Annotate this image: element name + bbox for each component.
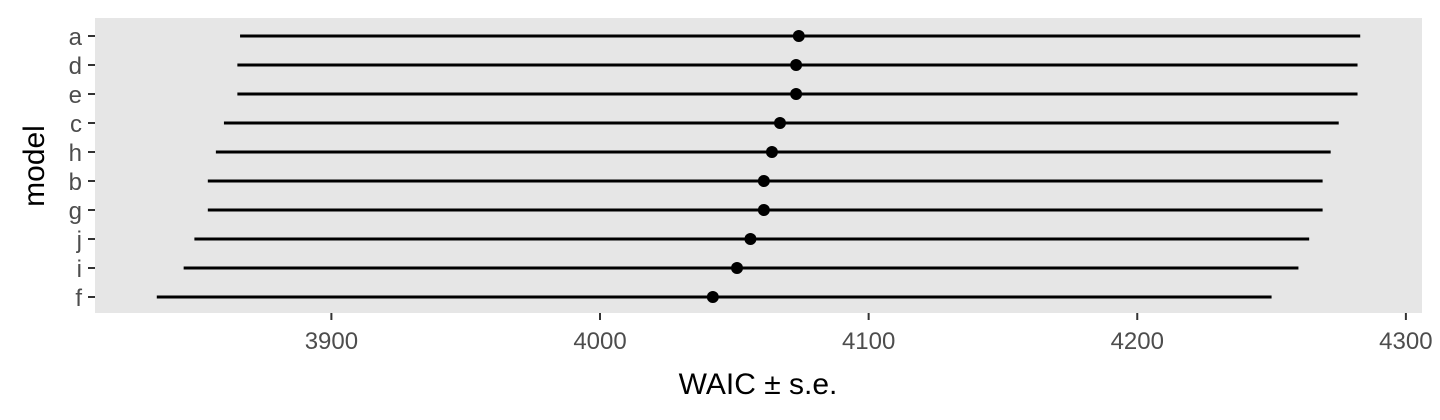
x-tick-label: 4300 [1379,328,1432,355]
y-tick-label: i [77,256,82,283]
x-tick-label: 4100 [842,328,895,355]
y-tick-label: a [69,24,83,51]
x-tick-label: 3900 [305,328,358,355]
waic-point-b [757,175,770,187]
waic-point-a [792,30,805,42]
x-axis: 3900 4000 4100 4200 4300 [305,313,1433,355]
y-tick-label: d [69,53,82,80]
y-tick-label: e [69,82,82,109]
waic-point-h [765,146,778,158]
waic-point-f [706,291,719,303]
y-tick-label: g [69,198,82,225]
interval-marks [156,30,1361,303]
y-tick-label: j [76,227,82,254]
waic-point-g [757,204,770,216]
waic-point-j [744,233,757,245]
plot-panel [95,18,1422,313]
y-tick-label: h [69,140,82,167]
x-tick-label: 4200 [1111,328,1164,355]
y-tick-label: f [75,285,82,312]
y-tick-label: c [70,111,82,138]
waic-point-c [773,117,786,129]
x-tick-label: 4000 [573,328,626,355]
waic-point-i [731,262,744,274]
y-axis-title: model [18,125,51,207]
y-tick-label: b [69,169,82,196]
waic-point-e [790,88,803,100]
waic-point-d [790,59,803,71]
x-axis-title: WAIC ± s.e. [679,368,838,401]
